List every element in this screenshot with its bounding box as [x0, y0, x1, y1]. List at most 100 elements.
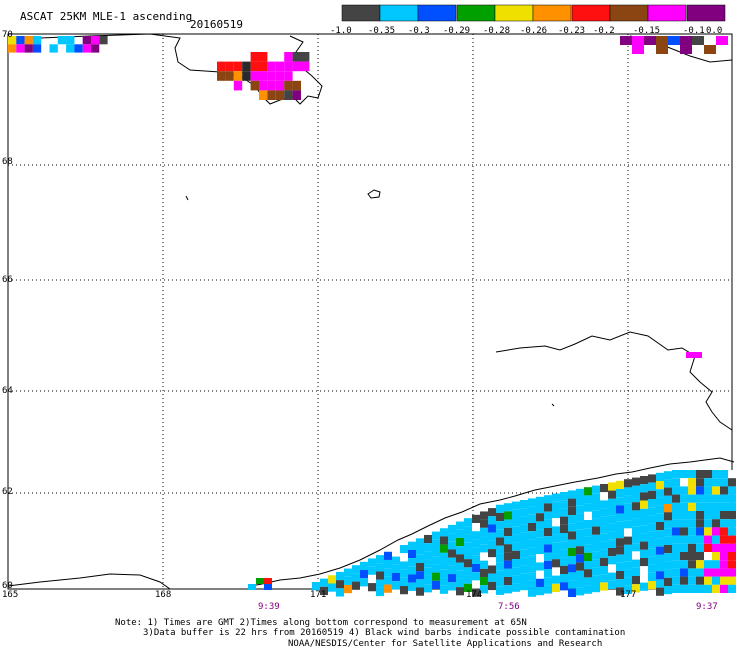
- wind-data-cell: [696, 486, 704, 495]
- wind-data-cell: [624, 520, 632, 529]
- wind-data-cell: [464, 567, 472, 576]
- lat-label: 68: [2, 157, 13, 167]
- wind-data-cell: [664, 545, 672, 554]
- wind-data-cell: [616, 513, 624, 522]
- wind-data-cell: [688, 502, 696, 511]
- wind-data-cell: [267, 61, 276, 72]
- wind-data-cell: [728, 486, 736, 495]
- wind-data-cell: [576, 587, 584, 596]
- wind-data-cell: [608, 498, 616, 507]
- lat-label: 66: [2, 275, 13, 285]
- wind-data-cell: [24, 36, 33, 45]
- wind-data-cell: [560, 533, 568, 542]
- wind-data-cell: [408, 582, 416, 591]
- wind-data-cell: [440, 585, 448, 594]
- wind-data-cell: [712, 535, 720, 544]
- wind-data-cell: [600, 508, 608, 517]
- wind-data-cell: [728, 478, 736, 487]
- wind-data-cell: [584, 561, 592, 570]
- wind-data-cell: [472, 572, 480, 581]
- wind-data-cell: [616, 554, 624, 563]
- wind-data-cell: [648, 540, 656, 549]
- wind-data-cell: [352, 565, 360, 574]
- wind-data-cell: [672, 486, 680, 495]
- wind-data-cell: [448, 524, 456, 534]
- wind-data-cell: [368, 566, 376, 575]
- wind-data-cell: [576, 554, 584, 563]
- wind-data-cell: [688, 560, 696, 569]
- wind-data-cell: [376, 555, 384, 564]
- wind-data-cell: [704, 543, 712, 552]
- wind-data-cell: [656, 546, 664, 555]
- wind-data-cell: [233, 71, 243, 81]
- wind-data-cell: [456, 587, 464, 596]
- wind-data-cell: [496, 578, 504, 587]
- wind-data-cell: [656, 36, 668, 45]
- wind-data-cell: [656, 489, 664, 498]
- wind-data-cell: [704, 535, 712, 544]
- wind-data-cell: [600, 516, 608, 525]
- wind-data-cell: [336, 571, 344, 581]
- wind-data-cell: [284, 52, 293, 62]
- wind-data-cell: [576, 570, 584, 579]
- wind-data-cell: [32, 44, 42, 53]
- wind-data-cell: [424, 567, 432, 576]
- wind-data-cell: [528, 514, 536, 523]
- wind-data-cell: [624, 495, 632, 504]
- wind-data-cell: [656, 505, 664, 514]
- wind-data-cell: [344, 576, 352, 585]
- wind-data-cell: [472, 588, 480, 597]
- wind-data-cell: [584, 487, 592, 496]
- wind-data-cell: [680, 576, 688, 585]
- wind-data-cell: [464, 559, 472, 568]
- wind-data-cell: [712, 568, 720, 577]
- wind-data-cell: [376, 579, 384, 588]
- wind-data-cell: [496, 529, 504, 538]
- colorbar-swatch: [647, 4, 687, 22]
- wind-data-cell: [640, 566, 648, 575]
- wind-data-cell: [680, 45, 692, 54]
- wind-data-cell: [488, 581, 496, 591]
- wind-data-cell: [408, 566, 416, 575]
- wind-data-cell: [720, 502, 728, 511]
- wind-data-cell: [504, 544, 512, 553]
- wind-data-cell: [712, 486, 720, 495]
- wind-data-cell: [640, 476, 648, 485]
- wind-data-cell: [640, 541, 648, 550]
- wind-data-cell: [368, 583, 376, 592]
- wind-data-cell: [536, 546, 544, 555]
- wind-data-cell: [536, 578, 544, 587]
- wind-data-cell: [408, 574, 416, 583]
- wind-data-cell: [432, 556, 440, 565]
- wind-data-cell: [696, 552, 704, 561]
- wind-data-cell: [568, 564, 576, 573]
- wind-data-cell: [624, 561, 632, 570]
- wind-data-cell: [576, 505, 584, 514]
- wind-data-cell: [552, 510, 560, 519]
- wind-data-cell: [624, 544, 632, 553]
- wind-data-cell: [704, 527, 712, 536]
- wind-data-cell: [624, 503, 632, 512]
- wind-data-cell: [632, 543, 640, 552]
- wind-data-cell: [608, 515, 616, 524]
- wind-data-cell: [632, 584, 640, 593]
- wind-data-cell: [544, 552, 552, 561]
- wind-data-cell: [416, 538, 424, 547]
- wind-data-cell: [648, 581, 656, 590]
- wind-data-cell: [680, 478, 688, 487]
- wind-data-cell: [528, 572, 536, 581]
- wind-data-cell: [233, 80, 243, 91]
- colorbar-label: -0.3: [408, 26, 430, 36]
- wind-data-cell: [712, 494, 720, 503]
- wind-data-cell: [600, 549, 608, 558]
- wind-data-cell: [259, 61, 268, 72]
- wind-data-cell: [632, 477, 640, 486]
- wind-data-cell: [544, 503, 552, 512]
- wind-data-cell: [656, 538, 664, 547]
- wind-data-cell: [664, 495, 672, 504]
- wind-data-cell: [440, 552, 448, 562]
- wind-data-cell: [584, 585, 592, 594]
- wind-data-cell: [456, 554, 464, 563]
- wind-data-cell: [624, 577, 632, 586]
- wind-data-cell: [552, 534, 560, 543]
